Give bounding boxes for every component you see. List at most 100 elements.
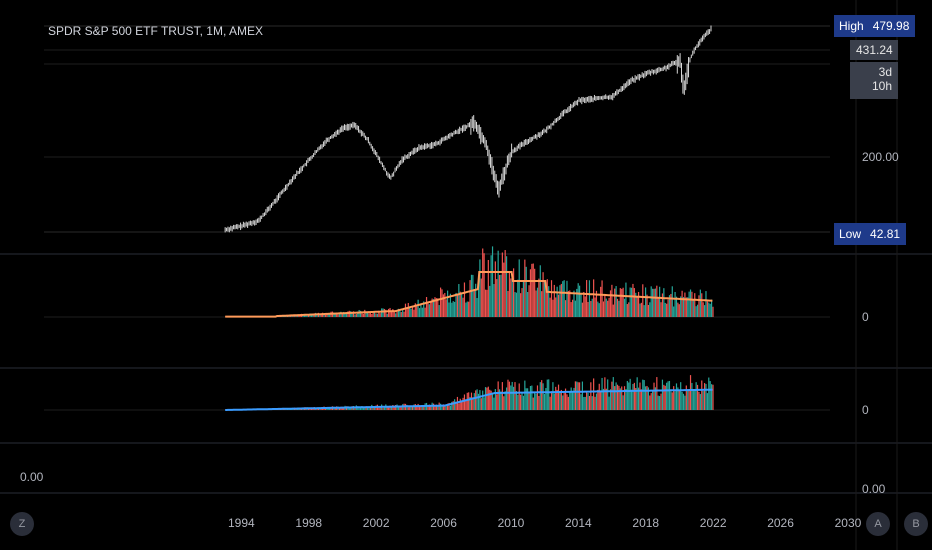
indicator-bar <box>503 396 505 410</box>
auto-scale-button[interactable]: A <box>866 512 890 536</box>
volume-bar <box>614 288 616 317</box>
volume-bar <box>644 287 647 317</box>
indicator-bar <box>505 387 508 410</box>
volume-bar <box>484 289 487 317</box>
indicator-bar <box>531 385 533 410</box>
volume-bar <box>675 296 678 317</box>
indicator-bar <box>616 384 619 410</box>
volume-bar <box>668 295 671 317</box>
volume-bar <box>486 289 488 317</box>
volume-bar <box>586 280 588 317</box>
indicator-bar <box>462 397 464 410</box>
indicator-bar <box>393 405 395 410</box>
volume-bar <box>406 308 408 317</box>
high-label: High <box>834 15 869 37</box>
volume-bar <box>336 314 338 317</box>
indicator-bar <box>397 406 400 410</box>
volume-bar <box>372 312 374 317</box>
indicator-bar <box>461 401 463 410</box>
low-value: 42.81 <box>866 223 907 245</box>
volume-bar <box>650 286 652 317</box>
indicator-bar <box>623 386 626 410</box>
zoom-button[interactable]: Z <box>10 512 34 536</box>
volume-bar <box>323 314 325 317</box>
volume-bar <box>709 303 711 317</box>
volume-bar <box>607 300 609 317</box>
volume-bar <box>692 300 694 317</box>
indicator-bar <box>420 406 422 410</box>
volume-bar <box>615 286 617 317</box>
volume-bar <box>438 305 440 317</box>
indicator-bar <box>518 383 520 410</box>
indicator-bar <box>475 390 477 410</box>
indicator-bar <box>666 382 668 410</box>
volume-bar <box>616 298 619 317</box>
indicator-bar <box>504 391 506 410</box>
indicator-bar <box>628 382 630 410</box>
volume-bar <box>386 313 388 317</box>
volume-bar <box>600 286 602 317</box>
indicator-bar <box>586 392 588 410</box>
volume-bar <box>536 287 539 317</box>
volume-bar <box>623 298 626 317</box>
indicator-bar <box>517 394 519 410</box>
indicator-bar <box>699 394 701 410</box>
volume-bar <box>659 286 661 317</box>
indicator-bar <box>514 382 516 410</box>
volume-bar <box>316 314 318 317</box>
indicator-bar <box>566 394 568 410</box>
indicator-bar <box>698 391 700 410</box>
indicator-zero-label: 0 <box>862 403 869 417</box>
volume-bar <box>344 312 346 317</box>
volume-bar <box>654 288 657 317</box>
volume-bar <box>423 301 425 317</box>
right-panel-button[interactable]: B <box>904 512 928 536</box>
indicator-bar <box>652 390 654 410</box>
volume-bar <box>347 311 349 317</box>
indicator-bar <box>574 381 576 410</box>
indicator-bar <box>556 389 558 410</box>
volume-bar <box>549 297 551 317</box>
volume-bar <box>684 292 686 317</box>
volume-bar <box>556 286 558 317</box>
volume-bar <box>702 302 704 317</box>
year-tick-2014: 2014 <box>565 516 592 530</box>
volume-bar <box>359 310 362 317</box>
indicator-bar <box>618 385 620 410</box>
volume-bar <box>548 286 550 317</box>
indicator-bar <box>670 391 672 410</box>
indicator-bar <box>490 390 492 410</box>
volume-bar <box>632 283 634 317</box>
volume-bar <box>532 263 534 317</box>
indicator-bar <box>557 384 560 410</box>
indicator-bar <box>636 377 638 410</box>
volume-bar <box>441 289 443 317</box>
volume-bar <box>489 285 491 317</box>
volume-bar <box>553 284 555 317</box>
indicator-bar <box>486 387 488 410</box>
indicator-bar <box>372 407 374 410</box>
indicator-bar <box>448 402 450 410</box>
volume-bar <box>298 315 300 317</box>
volume-bar <box>357 311 359 317</box>
indicator-bars <box>225 375 714 410</box>
indicator-bar <box>389 405 391 410</box>
volume-bar <box>302 315 304 317</box>
indicator-bar <box>430 405 432 410</box>
indicator-bar <box>534 392 536 410</box>
volume-bar <box>529 269 532 317</box>
volume-bar <box>535 290 537 317</box>
indicator-bar <box>348 407 350 410</box>
indicator-bar <box>536 385 539 410</box>
indicator-bar <box>458 403 460 410</box>
indicator-bar <box>567 396 569 410</box>
indicator-bar <box>400 407 402 410</box>
volume-bar <box>482 248 484 317</box>
year-tick-2026: 2026 <box>767 516 794 530</box>
indicator-bar <box>573 387 575 410</box>
indicator-bar <box>644 386 647 410</box>
volume-bar <box>543 281 546 317</box>
indicator-bar <box>712 384 714 410</box>
low-label: Low <box>834 223 867 245</box>
